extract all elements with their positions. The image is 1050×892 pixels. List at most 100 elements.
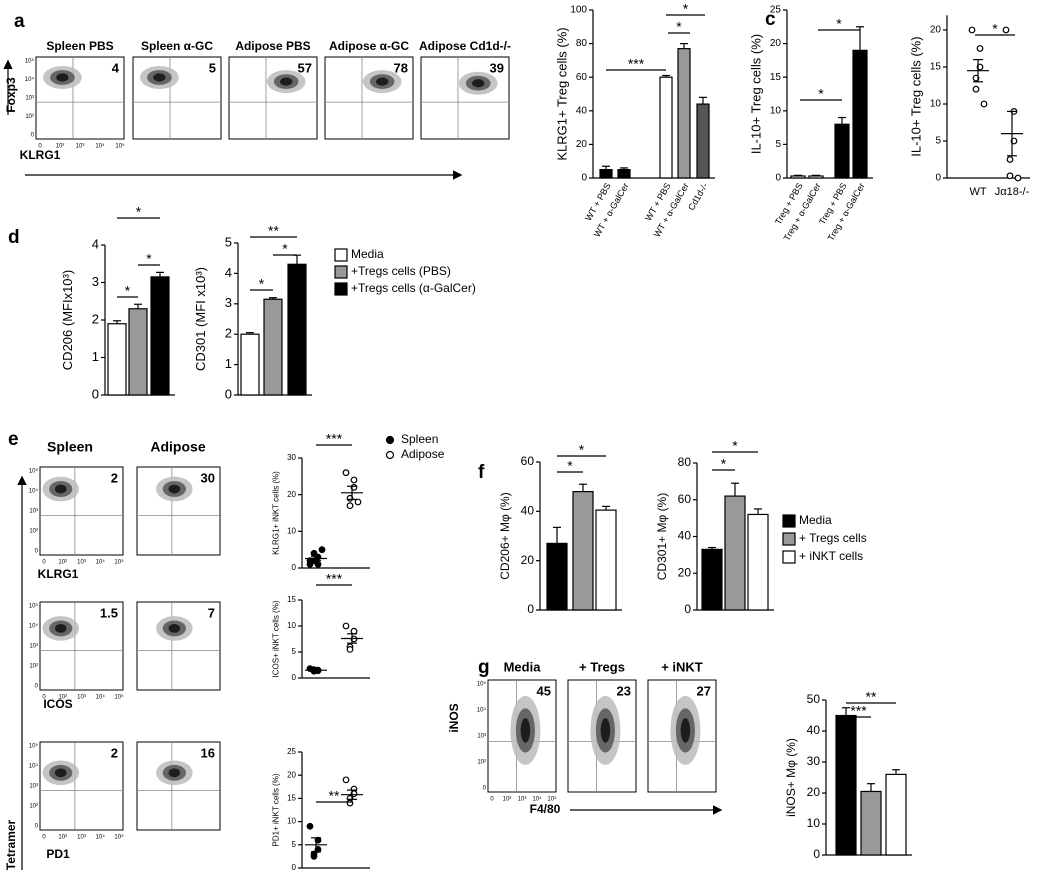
- bar: [240, 333, 260, 396]
- cell-cloud: [376, 77, 389, 86]
- y-tick-label: 0: [292, 673, 297, 682]
- y-tick-label: 50: [807, 692, 821, 706]
- flow-tick: 10³: [25, 96, 34, 102]
- y-axis-label: CD301+ Mφ (%): [655, 493, 669, 580]
- x-tick-label: WT: [969, 186, 986, 198]
- flow-tick: 10⁴: [96, 834, 106, 841]
- data-point: [976, 63, 984, 71]
- flow-plot: [228, 56, 318, 140]
- bar: [747, 513, 769, 611]
- flow-tick: 10⁵: [29, 743, 39, 750]
- y-tick-label: 60: [576, 72, 588, 83]
- bar: [617, 169, 631, 179]
- flow-tick: 10⁵: [114, 559, 124, 566]
- data-point: [1010, 137, 1018, 145]
- data-point: [1006, 156, 1014, 163]
- flow-tick: 0: [38, 144, 42, 150]
- flow-tick: 10⁵: [114, 834, 124, 841]
- flow-x-label: ICOS: [43, 697, 72, 711]
- data-point: [310, 549, 318, 557]
- flow-tick: 10²: [58, 835, 67, 841]
- quadrant-percent: 1.5: [100, 605, 118, 620]
- flow-tick: 10⁴: [96, 559, 106, 566]
- y-tick-label: 20: [770, 38, 782, 49]
- panel-letter: c: [765, 9, 776, 30]
- panel-letter: f: [478, 462, 485, 483]
- y-axis-label: KLRG1+ Treg cells (%): [554, 27, 569, 160]
- y-tick-label: 15: [287, 595, 296, 604]
- y-tick-label: 40: [576, 105, 588, 116]
- significance-label: **: [866, 689, 877, 705]
- y-tick-label: 3: [92, 274, 99, 289]
- y-tick-label: 100: [570, 5, 587, 16]
- data-point: [1006, 172, 1014, 180]
- cell-cloud: [168, 484, 181, 494]
- flow-plot: [39, 601, 124, 691]
- cell-cloud: [600, 718, 611, 743]
- y-tick-label: 5: [775, 139, 781, 150]
- bar: [835, 714, 857, 856]
- flow-tick: 10⁴: [25, 76, 35, 83]
- y-axis-label: IL-10+ Treg cells (%): [908, 36, 923, 156]
- data-point: [306, 560, 314, 568]
- legend-swatch: [334, 282, 348, 296]
- data-point: [1014, 174, 1022, 182]
- y-tick-label: 0: [775, 173, 781, 184]
- legend-label: +Tregs cells (α-GalCer): [351, 281, 476, 295]
- bar: [860, 790, 882, 856]
- flow-y-label: Foxp3: [4, 77, 18, 113]
- y-tick-label: 80: [678, 455, 692, 469]
- y-tick-label: 0: [292, 863, 297, 872]
- flow-tick: 0: [42, 835, 46, 841]
- flow-title: Media: [504, 659, 542, 674]
- bar: [852, 49, 868, 179]
- y-axis-label: iNOS+ Mφ (%): [784, 738, 798, 817]
- y-tick-label: 1: [92, 349, 99, 364]
- flow-tick: 10⁵: [547, 796, 557, 803]
- flow-x-label: KLRG1: [38, 567, 79, 581]
- flow-plot: [39, 741, 124, 831]
- data-point: [346, 799, 354, 807]
- legend-label: Spleen: [401, 432, 438, 446]
- cell-cloud: [56, 73, 69, 82]
- flow-x-label: KLRG1: [20, 148, 61, 162]
- flow-x-label: PD1: [46, 847, 70, 861]
- y-tick-label: 5: [935, 136, 941, 147]
- significance-label: **: [329, 788, 340, 804]
- legend-swatch: [782, 514, 796, 528]
- bar: [790, 175, 806, 179]
- panel-letter: g: [478, 657, 490, 678]
- significance-label: ***: [628, 56, 645, 72]
- legend-swatch: [334, 265, 348, 279]
- significance-label: *: [146, 251, 152, 267]
- y-tick-label: 10: [770, 105, 782, 116]
- flow-title: + iNKT: [661, 659, 703, 674]
- y-tick-label: 60: [521, 454, 535, 468]
- flow-title: + Tregs: [579, 659, 625, 674]
- legend-label: Media: [351, 247, 384, 261]
- data-point: [314, 560, 322, 568]
- quadrant-percent: 2: [111, 470, 118, 485]
- data-point: [342, 776, 350, 784]
- cell-cloud: [520, 718, 531, 743]
- panel-letter: e: [8, 429, 19, 450]
- legend-swatch: [782, 550, 796, 564]
- legend-marker: [385, 435, 395, 445]
- legend-swatch: [334, 248, 348, 262]
- y-tick-label: 10: [807, 816, 821, 830]
- y-axis-label: CD206 (MFIx10³): [60, 270, 75, 370]
- flow-tick: 0: [35, 549, 39, 555]
- y-tick-label: 0: [92, 386, 99, 401]
- flow-plot: [324, 56, 414, 140]
- quadrant-percent: 30: [201, 470, 215, 485]
- data-point: [342, 622, 350, 630]
- quadrant-percent: 23: [617, 683, 631, 698]
- y-tick-label: 10: [930, 99, 942, 110]
- flow-tick: 10³: [518, 797, 527, 803]
- flow-tick: 10⁴: [95, 143, 105, 150]
- y-tick-label: 20: [930, 25, 942, 36]
- flow-tick: 0: [483, 786, 487, 792]
- flow-tick: 10²: [56, 144, 65, 150]
- flow-tick: 10³: [477, 734, 486, 740]
